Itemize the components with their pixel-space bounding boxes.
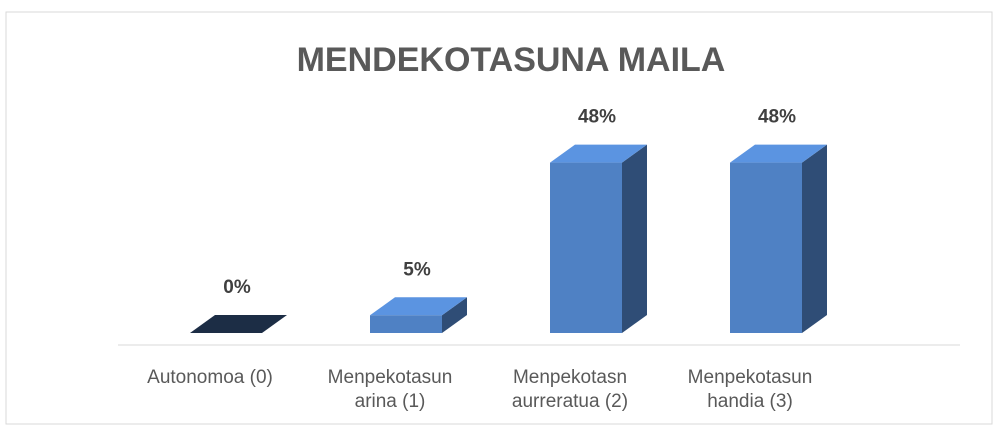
chart-frame	[5, 11, 993, 425]
value-label: 5%	[403, 259, 431, 280]
bar	[730, 162, 802, 333]
bar	[370, 315, 442, 333]
bar-top	[190, 315, 287, 333]
x-tick-label: Autonomoa (0)	[147, 367, 273, 388]
bar-top	[550, 144, 647, 163]
bar-side	[802, 144, 827, 333]
bar-top	[730, 144, 827, 163]
bar-top	[370, 297, 467, 316]
value-label: 48%	[578, 107, 616, 128]
value-label: 0%	[223, 277, 251, 298]
x-tick-label: Menpekotasun handia (3)	[687, 367, 813, 412]
bar	[550, 162, 622, 333]
bar-side	[622, 144, 647, 333]
bar-side	[442, 297, 467, 333]
chart-title: MENDEKOTASUNA MAILA	[297, 41, 726, 79]
value-label: 48%	[758, 107, 796, 128]
x-tick-label: Menpekotasun arina (1)	[327, 367, 453, 412]
x-tick-label: Menpekotasn aurreratua (2)	[511, 367, 629, 412]
